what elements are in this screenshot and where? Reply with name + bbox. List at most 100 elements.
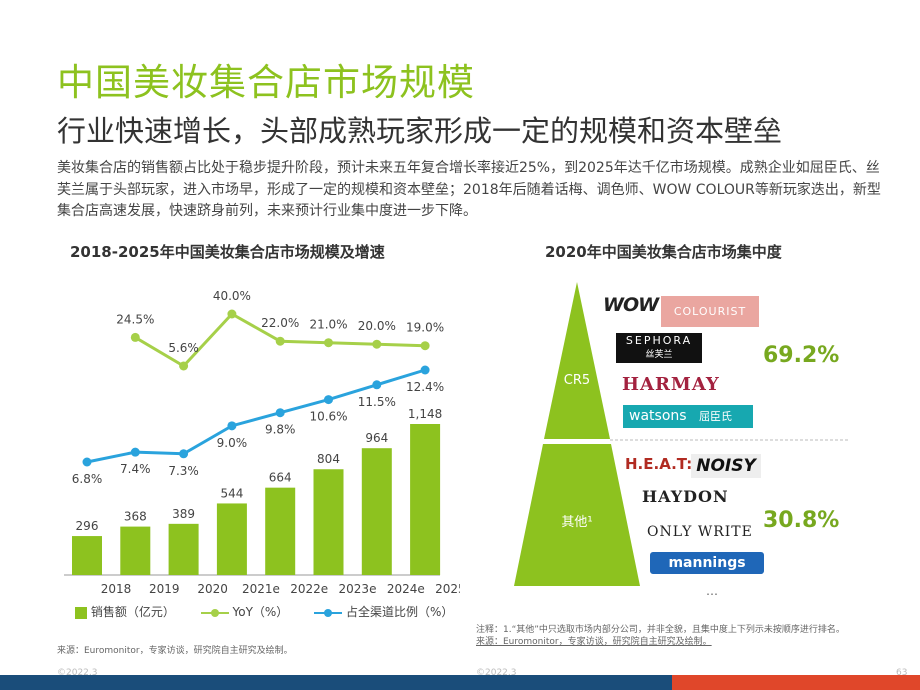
watsons-cn-wordmark: 屈臣氏 — [699, 410, 732, 423]
haydon-logo: HAYDON — [642, 487, 729, 506]
x-tick-2020: 2020 — [197, 582, 228, 596]
yoy-point-2024e — [372, 339, 382, 349]
footer-bar-blue — [0, 675, 672, 690]
pyramid-bottom-label: 其他¹ — [561, 515, 592, 530]
legend-swatch-yoy — [200, 608, 229, 617]
bar-2024e — [361, 448, 392, 575]
yoy-label-2024e: 20.0% — [358, 319, 396, 333]
bar-label-2024e: 964 — [365, 431, 388, 445]
bar-2025e — [410, 424, 441, 575]
share-point-2024e — [372, 380, 382, 390]
x-tick-2021e: 2021e — [242, 582, 280, 596]
share-point-2025e — [420, 365, 430, 375]
bar-2020 — [168, 523, 199, 575]
sephora-wordmark: SEPHORA — [625, 334, 693, 347]
share-label-2025e: 12.4% — [406, 380, 444, 394]
footnote-text: 注释：1.“其他”中只选取市场内部分公司，并非全貌，且集中度上下列示未按顺序进行… — [476, 625, 845, 635]
source-left: 来源：Euromonitor，专家访谈，研究院自主研究及绘制。 — [57, 646, 293, 656]
pyramid-top-segment — [544, 282, 610, 439]
mannings-logo: mannings — [650, 552, 764, 574]
sephora-logo: SEPHORA 丝芙兰 — [616, 333, 702, 363]
pyramid-bottom-segment — [514, 444, 640, 586]
harmay-logo: HARMAY — [622, 374, 720, 395]
x-tick-2023e: 2023e — [339, 582, 377, 596]
bar-2019 — [120, 526, 151, 575]
date-left: ©2022.3 — [57, 668, 98, 678]
yoy-label-2022e: 22.0% — [261, 316, 299, 330]
share-point-2020 — [179, 449, 189, 459]
bar-label-2025e: 1,148 — [408, 407, 442, 421]
page-title: 中国美妆集合店市场规模 — [57, 61, 475, 104]
legend-label-share: 占全渠道比例（%） — [345, 605, 454, 619]
share-point-2022e — [275, 408, 285, 418]
legend-label-bar: 销售额（亿元） — [90, 605, 175, 619]
share-point-2019 — [130, 447, 140, 457]
market-size-chart: 296 2018 368 2019 389 2020 544 2021e 664 2022e 804… — [64, 289, 460, 596]
watsons-wordmark: watsons — [629, 408, 687, 424]
yoy-label-2021e: 40.0% — [213, 289, 251, 303]
share-point-2023e — [324, 395, 333, 405]
bar-label-2020: 389 — [172, 507, 195, 521]
date-right: ©2022.3 — [476, 668, 517, 678]
brand-ellipsis: … — [706, 584, 718, 598]
share-point-2021e — [227, 421, 237, 431]
bar-2021e — [216, 503, 247, 575]
watsons-logo: watsons 屈臣氏 — [623, 405, 753, 428]
cr5-percentage: 69.2% — [763, 343, 840, 368]
yoy-label-2020: 5.6% — [168, 341, 199, 355]
only-write-logo: ONLY WRITE — [647, 524, 753, 540]
yoy-point-2019 — [130, 332, 140, 342]
footer-bar-red — [672, 675, 920, 690]
summary-paragraph: 美妆集合店的销售额占比处于稳步提升阶段，预计未来五年复合增长率接近25%，到20… — [57, 160, 881, 219]
chart-title-market-size: 2018-2025年中国美妆集合店市场规模及增速 — [70, 243, 385, 261]
source-right: 来源：Euromonitor，专家访谈，研究院自主研究及绘制。 — [476, 637, 712, 647]
yoy-point-2022e — [275, 336, 285, 346]
x-tick-2019: 2019 — [149, 582, 180, 596]
divider-dashed — [610, 439, 850, 441]
yoy-point-2020 — [179, 361, 189, 371]
yoy-point-2021e — [227, 309, 237, 319]
concentration-pyramid: CR5 其他¹ — [514, 282, 640, 586]
footer-bar — [0, 675, 920, 690]
legend-label-yoy: YoY（%） — [232, 605, 289, 619]
yoy-point-2025e — [420, 341, 430, 351]
heat-logo: H.E.A.T: — [625, 455, 693, 473]
page-number: 63 — [896, 668, 908, 678]
chart-title-concentration: 2020年中国美妆集合店市场集中度 — [545, 243, 782, 261]
share-point-2018 — [82, 457, 92, 467]
legend-swatch-bar — [75, 606, 87, 619]
noisy-logo: NOISY — [691, 454, 761, 478]
x-tick-2018: 2018 — [101, 582, 132, 596]
bar-label-2022e: 664 — [269, 471, 292, 485]
legend-swatch-share — [314, 608, 343, 617]
yoy-point-2023e — [324, 338, 333, 348]
share-label-2023e: 10.6% — [309, 410, 347, 424]
share-label-2024e: 11.5% — [358, 395, 396, 409]
colorist-logo: COLOURIST — [661, 296, 759, 327]
bar-2023e — [313, 469, 344, 575]
bar-2022e — [265, 487, 296, 575]
others-percentage: 30.8% — [763, 508, 840, 533]
share-label-2021e: 9.0% — [217, 436, 248, 450]
sephora-cn-wordmark: 丝芙兰 — [645, 350, 673, 360]
yoy-label-2019: 24.5% — [116, 312, 154, 326]
chart-legend: 销售额（亿元） YoY（%） 占全渠道比例（%） — [75, 603, 453, 620]
share-label-2020: 7.3% — [168, 464, 199, 478]
share-line — [86, 368, 426, 464]
footnote: 注释：1.“其他”中只选取市场内部分公司，并非全貌，且集中度上下列示未按顺序进行… — [476, 624, 876, 648]
x-tick-2022e: 2022e — [290, 582, 328, 596]
bar-label-2019: 368 — [124, 510, 147, 524]
share-label-2022e: 9.8% — [265, 423, 296, 437]
yoy-label-2023e: 21.0% — [309, 318, 347, 332]
x-tick-2025e: 2025e — [435, 582, 460, 596]
pyramid-top-label: CR5 — [564, 373, 590, 388]
bar-label-2018: 296 — [76, 519, 99, 533]
wow-logo: WOW — [603, 294, 659, 316]
bar-2018 — [72, 536, 102, 575]
share-label-2019: 7.4% — [120, 462, 151, 476]
share-label-2018: 6.8% — [72, 472, 103, 486]
bar-label-2023e: 804 — [317, 452, 340, 466]
yoy-label-2025e: 19.0% — [406, 321, 444, 335]
bar-label-2021e: 544 — [220, 486, 243, 500]
x-tick-2024e: 2024e — [387, 582, 425, 596]
